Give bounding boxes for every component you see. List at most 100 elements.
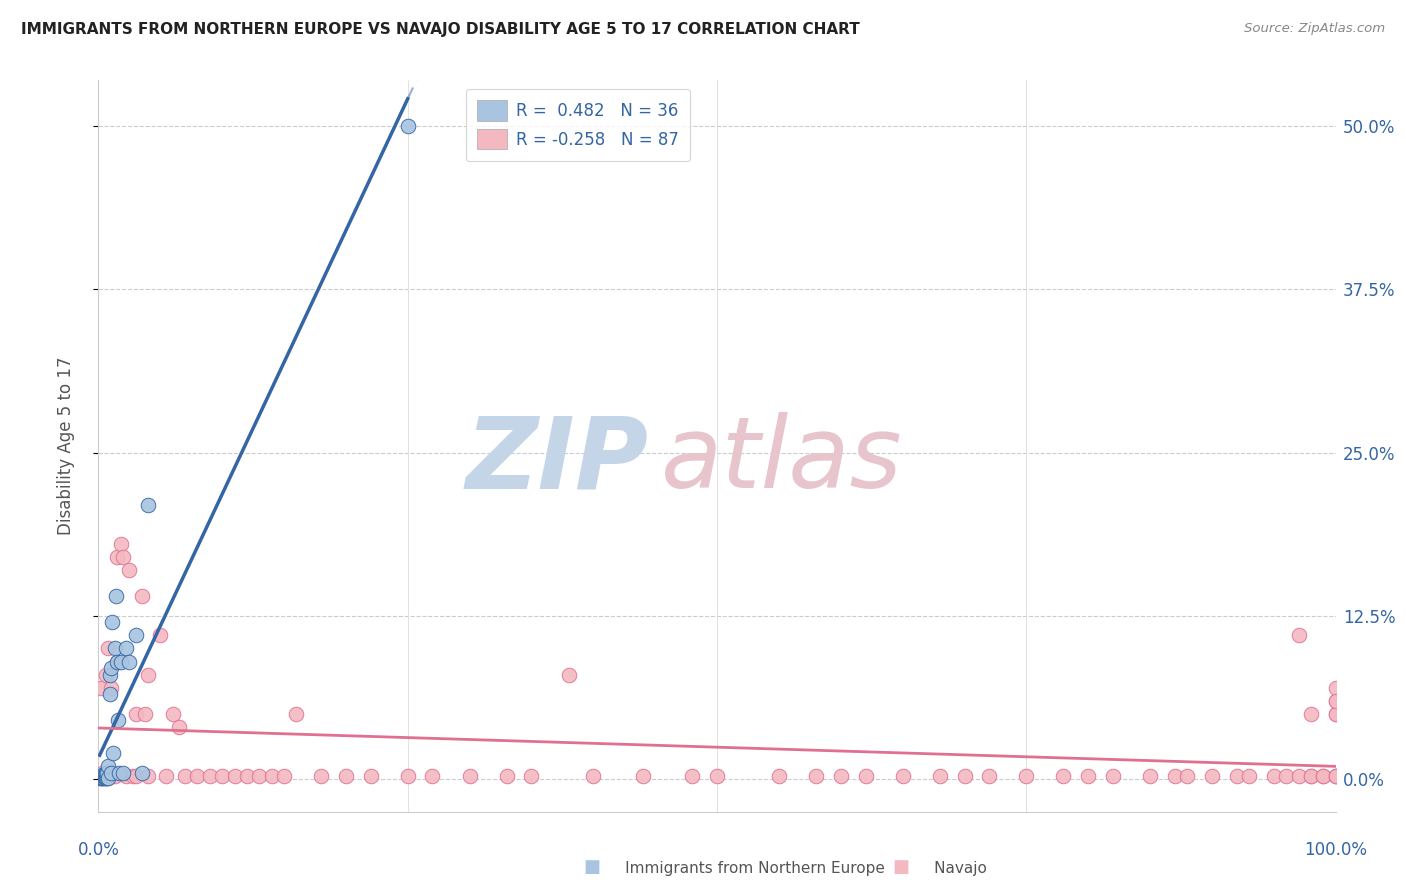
Point — [953, 769, 976, 783]
Point — [112, 549, 135, 564]
Point — [1324, 706, 1347, 721]
Text: 100.0%: 100.0% — [1305, 841, 1367, 859]
Point — [1324, 681, 1347, 695]
Text: IMMIGRANTS FROM NORTHERN EUROPE VS NAVAJO DISABILITY AGE 5 TO 17 CORRELATION CHA: IMMIGRANTS FROM NORTHERN EUROPE VS NAVAJ… — [21, 22, 860, 37]
Point — [98, 687, 121, 701]
Legend: R =  0.482   N = 36, R = -0.258   N = 87: R = 0.482 N = 36, R = -0.258 N = 87 — [465, 88, 690, 161]
Point — [93, 768, 115, 782]
Point — [94, 765, 117, 780]
Point — [260, 769, 283, 783]
Point — [89, 771, 111, 785]
Point — [108, 765, 131, 780]
Point — [582, 769, 605, 783]
Point — [124, 706, 146, 721]
Point — [155, 769, 177, 783]
Point — [118, 563, 141, 577]
Point — [422, 769, 444, 783]
Point — [96, 771, 118, 785]
Point — [557, 667, 579, 681]
Text: ■: ■ — [893, 858, 910, 876]
Point — [167, 720, 190, 734]
Point — [247, 769, 270, 783]
Point — [396, 769, 419, 783]
Point — [706, 769, 728, 783]
Point — [520, 769, 543, 783]
Point — [273, 769, 295, 783]
Point — [93, 769, 115, 783]
Point — [136, 498, 159, 512]
Point — [100, 661, 122, 675]
Point — [136, 667, 159, 681]
Point — [285, 706, 308, 721]
Point — [224, 769, 246, 783]
Point — [1299, 706, 1322, 721]
Point — [174, 769, 197, 783]
Point — [90, 771, 112, 785]
Point — [103, 765, 125, 780]
Text: ■: ■ — [583, 858, 600, 876]
Point — [110, 655, 132, 669]
Point — [93, 769, 115, 783]
Y-axis label: Disability Age 5 to 17: Disability Age 5 to 17 — [56, 357, 75, 535]
Point — [94, 771, 117, 785]
Point — [1077, 769, 1099, 783]
Point — [104, 589, 127, 603]
Point — [100, 681, 122, 695]
Point — [198, 769, 221, 783]
Point — [103, 746, 125, 760]
Point — [105, 549, 128, 564]
Point — [103, 769, 125, 783]
Point — [1237, 769, 1260, 783]
Point — [1175, 769, 1198, 783]
Point — [1324, 769, 1347, 783]
Point — [90, 681, 112, 695]
Point — [360, 769, 382, 783]
Point — [1164, 769, 1187, 783]
Point — [103, 641, 125, 656]
Point — [804, 769, 827, 783]
Text: Immigrants from Northern Europe: Immigrants from Northern Europe — [591, 861, 884, 876]
Point — [90, 769, 112, 783]
Point — [105, 655, 128, 669]
Point — [1324, 769, 1347, 783]
Point — [114, 641, 136, 656]
Point — [211, 769, 233, 783]
Text: Navajo: Navajo — [900, 861, 987, 876]
Point — [1102, 769, 1125, 783]
Point — [495, 769, 517, 783]
Point — [681, 769, 703, 783]
Point — [1299, 769, 1322, 783]
Point — [93, 769, 115, 783]
Point — [1324, 694, 1347, 708]
Point — [136, 769, 159, 783]
Point — [928, 769, 950, 783]
Point — [101, 615, 124, 630]
Point — [1324, 694, 1347, 708]
Point — [96, 765, 118, 780]
Point — [93, 771, 115, 785]
Point — [91, 769, 114, 783]
Point — [100, 765, 122, 780]
Point — [396, 119, 419, 133]
Point — [309, 769, 332, 783]
Point — [1015, 769, 1038, 783]
Text: atlas: atlas — [661, 412, 903, 509]
Point — [891, 769, 914, 783]
Text: Source: ZipAtlas.com: Source: ZipAtlas.com — [1244, 22, 1385, 36]
Point — [1275, 769, 1298, 783]
Point — [124, 769, 146, 783]
Point — [100, 765, 122, 780]
Point — [1263, 769, 1285, 783]
Point — [1288, 628, 1310, 642]
Point — [1299, 769, 1322, 783]
Point — [1312, 769, 1334, 783]
Point — [110, 537, 132, 551]
Point — [131, 589, 153, 603]
Point — [162, 706, 184, 721]
Point — [98, 765, 121, 780]
Point — [107, 714, 129, 728]
Point — [1324, 706, 1347, 721]
Point — [118, 655, 141, 669]
Point — [122, 769, 145, 783]
Point — [94, 667, 117, 681]
